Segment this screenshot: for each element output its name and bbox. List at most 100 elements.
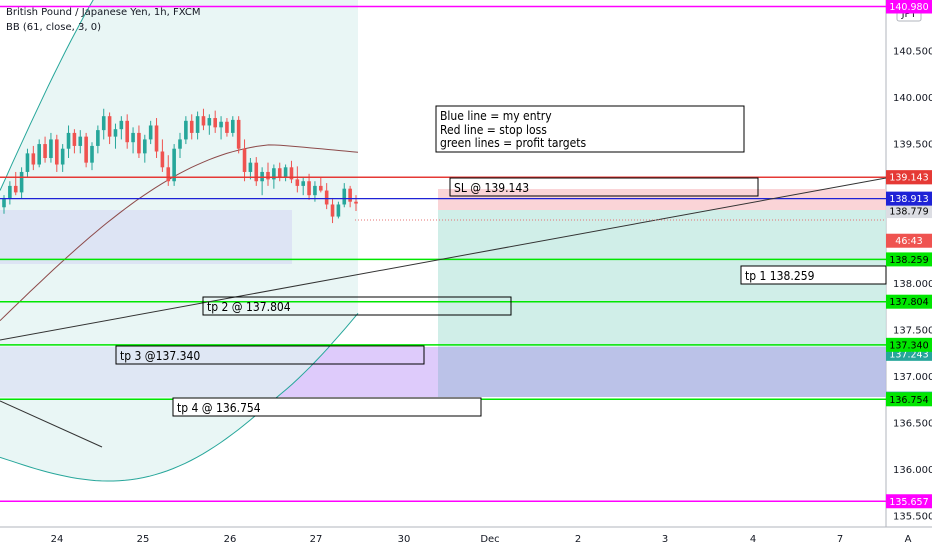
- candle-body: [166, 167, 171, 182]
- currency-badge[interactable]: JPY: [901, 9, 918, 20]
- candle-body: [219, 121, 223, 128]
- legend-box: [435, 105, 745, 153]
- price-tag-label: 140.980: [889, 2, 928, 13]
- tp3-annotation[interactable]: tp 3 @137.340: [115, 345, 425, 365]
- legend-annotation[interactable]: Blue line = my entry Red line = stop los…: [435, 105, 745, 153]
- y-axis: 135.500 136.000 136.500 137.000 137.500 138.0…: [893, 47, 932, 523]
- candle-body: [307, 181, 311, 196]
- tp1-annotation[interactable]: tp 1 138.259: [740, 265, 887, 285]
- candle-body: [84, 136, 88, 163]
- sl-box: [449, 177, 759, 197]
- candle-body: [37, 144, 41, 165]
- bb-fill: [0, 0, 358, 481]
- price-tags: 139.143138.894138.77946:43137.243136.761…: [886, 0, 932, 509]
- candle-body: [49, 139, 53, 159]
- price-tag-label: 137.340: [889, 340, 928, 351]
- candle-body: [207, 118, 212, 126]
- x-tick-label: 3: [662, 534, 668, 545]
- candle-body: [289, 167, 294, 180]
- candle-body: [19, 171, 24, 193]
- tp1-box: [740, 265, 887, 285]
- candle-body: [201, 116, 206, 126]
- candle-body: [148, 125, 153, 140]
- candle-body: [2, 197, 6, 208]
- bollinger-bands: [0, 0, 359, 482]
- candle-body: [266, 171, 270, 180]
- price-tag: [886, 170, 932, 185]
- y-tick-label: 137.500: [893, 325, 932, 336]
- x-tick-label: 7: [837, 534, 843, 545]
- bb-lower: [0, 312, 359, 482]
- candle-body: [283, 167, 288, 177]
- candle-body: [301, 181, 305, 186]
- indicator-label: BB (61, close, 3, 0): [6, 22, 101, 33]
- candle-body: [231, 119, 235, 133]
- x-tick-label: 2: [575, 534, 581, 545]
- candle-body: [172, 148, 176, 182]
- candle-body: [178, 139, 182, 149]
- price-tag: [886, 233, 932, 248]
- tp2-box: [202, 296, 512, 316]
- candle-body: [313, 185, 317, 196]
- x-tick-label: 30: [398, 534, 411, 545]
- y-tick-label: 139.500: [893, 140, 932, 151]
- tp4-box: [172, 397, 482, 417]
- price-tag: [886, 204, 932, 219]
- legend-line-3: green lines = profit targets: [440, 136, 586, 150]
- price-tag: [886, 494, 932, 509]
- candle-body: [195, 116, 200, 133]
- y-tick-label: 140.500: [893, 47, 932, 58]
- x-tick-label: 26: [224, 534, 237, 545]
- price-tag: [886, 294, 932, 309]
- sl-label: SL @ 139.143: [454, 181, 529, 195]
- candle-body: [254, 162, 259, 182]
- tp1-label: tp 1 138.259: [745, 269, 815, 283]
- x-tick-label: 27: [310, 534, 323, 545]
- candle-body: [25, 153, 30, 172]
- candle-body: [66, 132, 71, 149]
- x-tick-label: 24: [51, 534, 64, 545]
- price-tag-label: 138.779: [889, 207, 928, 218]
- candle-body: [78, 136, 83, 146]
- price-tag: [886, 252, 932, 267]
- price-tag-label: 46:43: [895, 236, 922, 247]
- tp4-label: tp 4 @ 136.754: [177, 401, 261, 415]
- candle-body: [319, 185, 323, 191]
- price-tag-label: 138.259: [889, 255, 928, 266]
- candle-body: [13, 185, 18, 193]
- legend-line-1: Blue line = my entry: [440, 109, 552, 123]
- candle-body: [43, 144, 47, 159]
- price-tag-label: 137.804: [889, 297, 928, 308]
- price-tag-label: 137.243: [889, 349, 928, 360]
- sl-annotation[interactable]: SL @ 139.143: [449, 177, 759, 197]
- candle-body: [348, 188, 352, 202]
- candles-layer: [2, 108, 358, 224]
- candle-body: [55, 139, 59, 165]
- candle-body: [242, 148, 247, 172]
- tp2-annotation[interactable]: tp 2 @ 137.804: [202, 296, 512, 316]
- tp4-annotation[interactable]: tp 4 @ 136.754: [172, 397, 482, 417]
- candle-body: [248, 162, 253, 172]
- y-tick-label: 137.000: [893, 372, 932, 383]
- candle-body: [225, 121, 229, 133]
- y-tick-label: 136.500: [893, 418, 932, 429]
- x-tick-label: 25: [137, 534, 150, 545]
- candle-body: [101, 116, 106, 131]
- candle-body: [184, 120, 188, 140]
- candle-body: [272, 168, 276, 180]
- candle-body: [125, 120, 129, 143]
- candle-body: [72, 132, 77, 146]
- candle-body: [189, 120, 194, 133]
- price-tag: [886, 0, 932, 14]
- price-tag-label: 135.657: [889, 497, 928, 508]
- x-tick-label: 4: [750, 534, 756, 545]
- candle-body: [90, 145, 94, 163]
- price-tag-label: 136.754: [889, 395, 928, 406]
- candle-body: [143, 139, 147, 154]
- price-tag-label: 138.913: [889, 194, 928, 205]
- candle-body: [113, 129, 118, 137]
- price-tag: [886, 392, 932, 407]
- candle-body: [107, 116, 112, 137]
- candle-body: [342, 188, 347, 205]
